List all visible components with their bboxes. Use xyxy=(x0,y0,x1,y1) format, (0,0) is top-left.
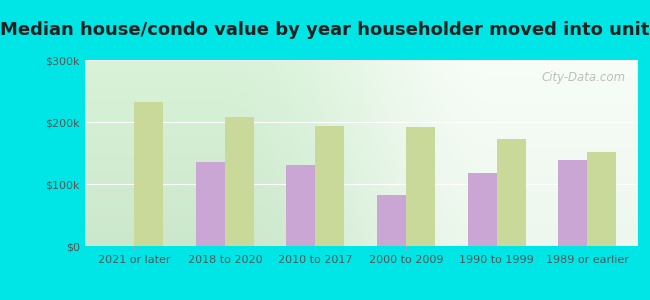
Text: Median house/condo value by year householder moved into unit: Median house/condo value by year househo… xyxy=(0,21,650,39)
Bar xyxy=(315,126,344,246)
Bar xyxy=(406,127,435,246)
Bar xyxy=(558,160,587,246)
Text: City-Data.com: City-Data.com xyxy=(542,71,626,84)
Bar xyxy=(587,152,616,246)
Bar xyxy=(196,162,225,246)
Bar xyxy=(497,140,526,246)
Bar xyxy=(287,165,315,246)
Bar xyxy=(225,117,254,246)
Bar xyxy=(377,195,406,246)
Bar xyxy=(135,102,163,246)
Bar xyxy=(467,173,497,246)
